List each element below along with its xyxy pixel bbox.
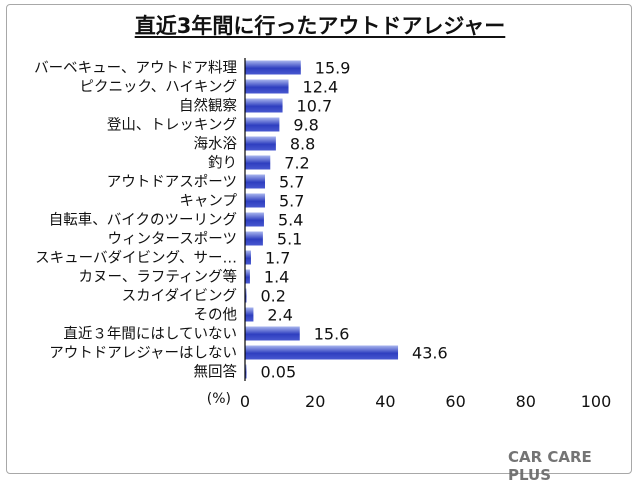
value-label: 7.2: [284, 154, 309, 173]
bar: [245, 79, 289, 94]
value-label: 10.7: [297, 97, 333, 116]
bar: [245, 307, 254, 322]
x-unit-label: (%): [207, 391, 231, 407]
value-label: 5.7: [279, 192, 304, 211]
category-labels-group: バーベキュー、アウトドア料理ピクニック、ハイキング自然観察登山、トレッキング海水…: [34, 60, 237, 381]
category-label: 無回答: [194, 364, 238, 381]
value-label: 9.8: [293, 116, 318, 135]
bar: [245, 269, 250, 284]
bar: [245, 174, 266, 189]
value-labels-group: 15.912.410.79.88.87.25.75.75.45.11.71.40…: [261, 59, 448, 382]
category-label: ウィンタースポーツ: [108, 231, 237, 248]
value-label: 15.6: [314, 325, 350, 344]
category-label: アウトドアレジャーはしない: [49, 345, 237, 362]
category-label: アウトドアスポーツ: [107, 174, 237, 191]
value-label: 15.9: [315, 59, 351, 78]
category-label: 釣り: [208, 155, 237, 172]
category-label: 登山、トレッキング: [107, 117, 237, 134]
category-label: キャンプ: [179, 193, 237, 210]
bar: [245, 155, 271, 170]
x-tick-label: 20: [305, 392, 325, 411]
bar: [245, 98, 283, 113]
x-tick-label: 60: [445, 392, 465, 411]
bar: [245, 364, 247, 379]
bar: [245, 231, 263, 246]
bar: [245, 345, 399, 360]
value-label: 0.05: [261, 363, 297, 382]
category-label: ピクニック、ハイキング: [80, 79, 237, 96]
category-label: バーベキュー、アウトドア料理: [34, 60, 237, 77]
value-label: 8.8: [290, 135, 315, 154]
bar: [245, 136, 276, 151]
value-label: 2.4: [267, 306, 292, 325]
watermark-logo: CAR CARE PLUS: [508, 448, 592, 484]
value-label: 5.7: [279, 173, 304, 192]
chart-frame: [6, 4, 632, 474]
value-label: 5.4: [278, 211, 303, 230]
value-label: 1.4: [264, 268, 289, 287]
x-tick-label: 100: [581, 392, 612, 411]
bar: [245, 117, 280, 132]
category-label: カヌー、ラフティング等: [79, 268, 237, 286]
bars-group: [245, 60, 399, 379]
x-tick-label: 80: [516, 392, 536, 411]
category-label: 直近３年間にはしていない: [63, 326, 237, 343]
x-ticks-group: 0 20 40 60 80 100: [240, 392, 611, 411]
category-label: スカイダイビング: [122, 288, 237, 305]
chart-title: 直近3年間に行ったアウトドアレジャー: [134, 14, 506, 38]
bar: [245, 60, 301, 75]
value-label: 1.7: [265, 249, 290, 268]
x-tick-label: 0: [240, 392, 250, 411]
value-label: 5.1: [277, 230, 302, 249]
category-label: スキューバダイビング、サー…: [35, 250, 237, 267]
category-label: 自然観察: [179, 97, 237, 115]
bar: [245, 250, 251, 265]
category-label: 自転車、バイクのツーリング: [49, 212, 237, 229]
x-tick-label: 40: [375, 392, 395, 411]
value-label: 12.4: [303, 78, 339, 97]
value-label: 0.2: [261, 287, 286, 306]
value-label: 43.6: [412, 344, 448, 363]
bar: [245, 326, 300, 341]
bar: [245, 288, 247, 303]
category-label: その他: [194, 307, 238, 324]
bar: [245, 212, 264, 227]
bar: [245, 193, 266, 208]
category-label: 海水浴: [194, 136, 238, 153]
